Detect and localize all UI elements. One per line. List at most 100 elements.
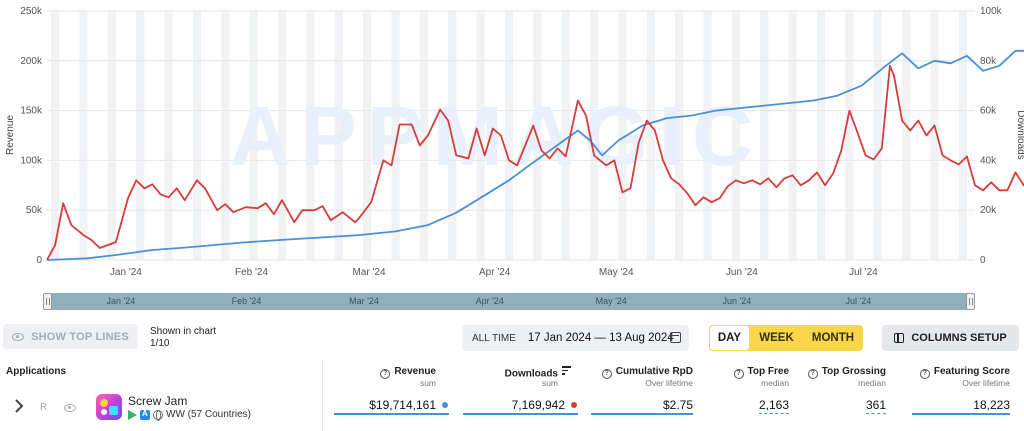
weekend-stripe bbox=[873, 11, 882, 260]
weekend-stripe bbox=[817, 11, 826, 260]
cell-revenue: $19,714,161 bbox=[369, 398, 448, 418]
app-region: WW (57 Countries) bbox=[166, 409, 252, 420]
help-icon[interactable]: ? bbox=[807, 369, 818, 379]
weekend-stripe bbox=[278, 11, 287, 260]
navigator-month-label: Jun '24 bbox=[722, 296, 752, 306]
sort-desc-icon[interactable] bbox=[562, 366, 571, 377]
weekend-stripe bbox=[590, 11, 599, 260]
period-week-button[interactable]: WEEK bbox=[759, 332, 794, 344]
weekend-stripe bbox=[107, 11, 116, 260]
columns-icon bbox=[894, 332, 905, 343]
cell-top-free[interactable]: 2,163 bbox=[758, 398, 789, 414]
downloads-bar bbox=[463, 413, 578, 415]
weekend-stripe bbox=[646, 11, 655, 260]
columns-setup-label: COLUMNS SETUP bbox=[911, 332, 1007, 344]
right-tick-label: 60k bbox=[980, 106, 997, 117]
navigator-month-label: May '24 bbox=[595, 296, 627, 306]
col-header-applications[interactable]: Applications bbox=[6, 366, 67, 377]
eye-icon[interactable] bbox=[64, 404, 76, 412]
app-icon[interactable] bbox=[96, 394, 122, 420]
chevron-right-icon[interactable] bbox=[14, 399, 24, 413]
col-sub-revenue: sum bbox=[419, 378, 436, 388]
series-line-downloads[interactable] bbox=[46, 49, 1024, 261]
left-axis-ticks: 0 50k 100k 150k 200k 250k bbox=[20, 6, 43, 266]
x-tick-label: Jun '24 bbox=[726, 267, 758, 278]
col-header-revenue[interactable]: ? Revenue bbox=[380, 366, 436, 379]
r-toggle[interactable]: R bbox=[40, 402, 48, 413]
weekend-stripe bbox=[845, 11, 854, 260]
all-time-label[interactable]: ALL TIME bbox=[472, 332, 516, 344]
x-tick-label: Mar '24 bbox=[352, 267, 385, 278]
date-range-text: 17 Jan 2024 — 13 Aug 2024 bbox=[527, 332, 674, 344]
app-store-icon bbox=[140, 409, 150, 420]
weekend-stripe bbox=[561, 11, 570, 260]
series-line-revenue[interactable] bbox=[46, 64, 1024, 261]
cell-downloads: 7,169,942 bbox=[512, 398, 577, 418]
col-header-top-free[interactable]: ? Top Free bbox=[733, 366, 789, 379]
left-tick-label: 0 bbox=[36, 255, 42, 266]
right-tick-label: 40k bbox=[980, 155, 997, 166]
weekend-stripes bbox=[51, 11, 967, 260]
left-tick-label: 50k bbox=[26, 205, 43, 216]
shown-in-chart: Shown in chart 1/10 bbox=[150, 326, 216, 350]
weekend-stripe bbox=[788, 11, 797, 260]
globe-icon bbox=[153, 409, 163, 421]
help-icon[interactable]: ? bbox=[380, 369, 391, 379]
weekend-stripe bbox=[334, 11, 343, 260]
navigator-handle-right[interactable] bbox=[966, 293, 975, 310]
navigator-month-label: Jan '24 bbox=[106, 296, 136, 306]
help-icon[interactable]: ? bbox=[601, 369, 612, 379]
period-toggle[interactable]: DAY WEEK MONTH bbox=[709, 325, 863, 351]
x-tick-label: Feb '24 bbox=[235, 267, 268, 278]
eye-icon bbox=[12, 332, 25, 341]
col-sub-featuring-score: Over lifetime bbox=[962, 378, 1010, 388]
calendar-icon[interactable] bbox=[670, 332, 681, 343]
left-tick-label: 100k bbox=[20, 155, 43, 166]
cell-featuring-score: 18,223 bbox=[973, 398, 1010, 412]
col-header-cumulative-rpd[interactable]: ? Cumulative RpD bbox=[601, 366, 693, 379]
left-axis-title: Revenue bbox=[5, 115, 16, 155]
help-icon[interactable]: ? bbox=[733, 369, 744, 379]
cell-cumulative-rpd: $2.75 bbox=[662, 398, 693, 412]
weekend-stripe bbox=[391, 11, 400, 260]
navigator-handle-left[interactable] bbox=[43, 293, 52, 310]
navigator-month-label: Mar '24 bbox=[349, 296, 379, 306]
weekend-stripe bbox=[51, 11, 60, 260]
weekend-stripe bbox=[476, 11, 485, 260]
help-icon[interactable]: ? bbox=[919, 369, 930, 379]
weekend-stripe bbox=[164, 11, 173, 260]
col-header-featuring-score[interactable]: ? Featuring Score bbox=[919, 366, 1010, 379]
x-tick-label: May '24 bbox=[599, 267, 634, 278]
shown-in-chart-label: Shown in chart bbox=[150, 326, 217, 337]
right-axis-ticks: 0 20k 40k 60k 80k 100k bbox=[980, 6, 1003, 266]
weekend-stripe bbox=[902, 11, 911, 260]
show-top-lines-button[interactable]: SHOW TOP LINES bbox=[3, 324, 138, 349]
weekend-stripe bbox=[306, 11, 315, 260]
x-axis-ticks: Jan '24 Feb '24 Mar '24 Apr '24 May '24 Jun '… bbox=[110, 267, 878, 278]
period-day-button[interactable]: DAY bbox=[709, 325, 750, 351]
watermark: APPMAGIC bbox=[230, 89, 763, 183]
cell-top-grossing[interactable]: 361 bbox=[865, 398, 886, 414]
chart-grid bbox=[47, 10, 975, 261]
weekend-stripe bbox=[221, 11, 230, 260]
revenue-downloads-chart[interactable]: APPMAGIC 0 50k 100k 150k 200k 250k 0 20k 40k 60k… bbox=[0, 0, 1024, 282]
left-tick-label: 250k bbox=[20, 6, 43, 17]
date-range-picker[interactable]: ALL TIME 17 Jan 2024 — 13 Aug 2024 bbox=[462, 325, 689, 351]
weekend-stripe bbox=[136, 11, 145, 260]
left-tick-label: 200k bbox=[20, 56, 43, 67]
column-divider bbox=[322, 360, 323, 431]
navigator-month-label: Apr '24 bbox=[475, 296, 504, 306]
app-platforms: WW (57 Countries) bbox=[128, 409, 252, 421]
app-name[interactable]: Screw Jam bbox=[128, 394, 188, 408]
col-header-downloads[interactable]: Downloads bbox=[505, 366, 571, 380]
x-tick-label: Apr '24 bbox=[479, 267, 511, 278]
right-tick-label: 20k bbox=[980, 205, 997, 216]
weekend-stripe bbox=[192, 11, 201, 260]
table-row[interactable]: R Screw Jam WW (57 Countries) $19,714,16… bbox=[0, 389, 1024, 431]
col-header-top-grossing[interactable]: ? Top Grossing bbox=[807, 366, 886, 379]
columns-setup-button[interactable]: COLUMNS SETUP bbox=[882, 325, 1019, 351]
weekend-stripe bbox=[930, 11, 939, 260]
range-navigator[interactable]: Jan '24 Feb '24 Mar '24 Apr '24 May '24 Jun '… bbox=[44, 293, 974, 310]
period-month-button[interactable]: MONTH bbox=[811, 332, 855, 344]
left-tick-label: 150k bbox=[20, 106, 43, 117]
